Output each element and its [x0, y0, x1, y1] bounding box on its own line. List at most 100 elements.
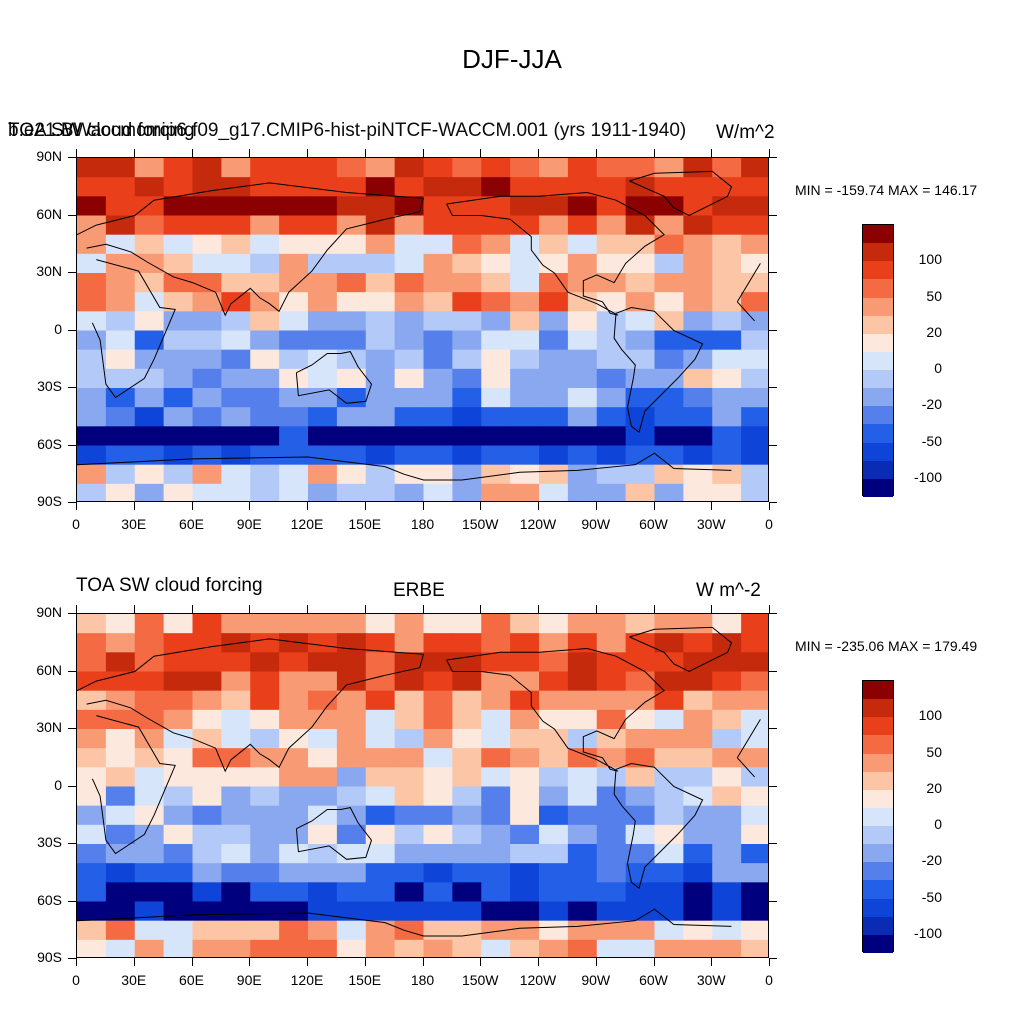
colorbar-segment — [863, 370, 893, 389]
heatmap-cell — [250, 177, 280, 197]
heatmap-cell — [394, 445, 425, 466]
heatmap-cell — [481, 368, 511, 389]
x-tick-label: 120W — [519, 972, 557, 988]
heatmap-cell — [308, 234, 338, 255]
heatmap-cell — [481, 767, 511, 788]
heatmap-cell — [394, 690, 425, 711]
heatmap-cell — [683, 882, 713, 903]
heatmap-cell — [625, 196, 656, 217]
heatmap-cell — [192, 786, 222, 807]
heatmap-cell — [712, 445, 742, 466]
coastline — [77, 638, 425, 773]
heatmap-cell — [77, 939, 107, 957]
heatmap-cell — [481, 709, 511, 730]
heatmap-cell — [365, 863, 396, 883]
heatmap-cell — [452, 824, 482, 845]
heatmap-cell — [452, 368, 482, 389]
heatmap-cell — [105, 767, 136, 788]
heatmap-cell — [423, 690, 453, 711]
heatmap-cell — [452, 729, 482, 749]
heatmap-cell — [365, 671, 396, 692]
heatmap-cell — [712, 767, 742, 788]
heatmap-cell — [423, 177, 453, 197]
heatmap-cell — [539, 177, 569, 197]
x-tick-mark — [711, 958, 713, 966]
heatmap-cell — [192, 483, 222, 501]
heatmap-cell — [654, 690, 684, 711]
heatmap-cell — [741, 215, 768, 236]
heatmap-cell — [336, 407, 367, 427]
heatmap-cell — [683, 652, 713, 673]
heatmap-cell — [654, 844, 684, 864]
heatmap-cell — [308, 748, 338, 768]
x-tick-mark — [191, 149, 193, 157]
heatmap-cell — [336, 330, 367, 351]
heatmap-cell — [279, 311, 309, 332]
coastline — [77, 182, 425, 317]
heatmap-cell — [481, 253, 511, 274]
heatmap-cell — [365, 368, 396, 389]
heatmap-cell — [625, 234, 656, 255]
heatmap-cell — [250, 748, 280, 768]
heatmap-cell — [423, 709, 453, 730]
heatmap-cell — [654, 882, 684, 903]
y-tick-mark — [769, 728, 777, 729]
heatmap-cell — [654, 464, 684, 485]
heatmap-cell — [250, 863, 280, 883]
heatmap-cell — [712, 292, 742, 312]
heatmap-cell — [336, 844, 367, 864]
heatmap-cell — [134, 767, 165, 788]
heatmap-cell — [683, 292, 713, 312]
heatmap-cell — [163, 671, 194, 692]
heatmap-cell — [192, 407, 222, 427]
heatmap-cell — [394, 253, 425, 274]
y-tick-mark — [769, 387, 777, 388]
map-heatmap — [77, 158, 768, 501]
heatmap-cell — [539, 311, 569, 332]
heatmap-cell — [336, 388, 367, 408]
colorbar-segment — [863, 826, 893, 845]
heatmap-cell — [192, 690, 222, 711]
heatmap-cell — [279, 690, 309, 711]
y-tick-mark — [769, 214, 777, 216]
heatmap-cell — [336, 445, 367, 466]
colorbar-segment — [863, 315, 893, 334]
heatmap-cell — [105, 671, 136, 692]
heatmap-cell — [163, 652, 194, 673]
heatmap-cell — [77, 844, 107, 864]
heatmap-cell — [77, 158, 107, 178]
heatmap-cell — [567, 652, 598, 673]
heatmap-cell — [539, 253, 569, 274]
heatmap-cell — [394, 273, 425, 293]
heatmap-cell — [510, 939, 540, 957]
heatmap-cell — [741, 671, 768, 692]
x-tick-label: 150W — [461, 972, 499, 988]
heatmap-cell — [365, 349, 396, 370]
x-tick-mark — [480, 149, 482, 157]
y-tick-label: 0 — [54, 776, 62, 793]
colorbar-segment — [863, 898, 893, 917]
heatmap-cell — [134, 349, 165, 370]
heatmap-cell — [279, 767, 309, 788]
x-tick-label: 180 — [410, 516, 435, 532]
heatmap-cell — [654, 388, 684, 408]
heatmap-cell — [539, 368, 569, 389]
heatmap-cell — [308, 196, 338, 217]
heatmap-cell — [250, 426, 280, 447]
x-tick-mark — [133, 605, 135, 613]
colorbar-segment — [863, 261, 893, 280]
heatmap-cell — [741, 196, 768, 217]
y-tick-mark — [68, 387, 76, 388]
y-tick-mark — [769, 157, 777, 158]
heatmap-cell — [741, 729, 768, 749]
heatmap-cell — [712, 729, 742, 749]
heatmap-cell — [596, 824, 627, 845]
y-tick-label: 30S — [37, 834, 62, 850]
heatmap-cell — [163, 158, 194, 178]
coastline — [736, 719, 761, 759]
heatmap-cell — [308, 901, 338, 922]
heatmap-cell — [192, 196, 222, 217]
heatmap-cell — [279, 844, 309, 864]
colorbar-segment — [863, 735, 893, 754]
